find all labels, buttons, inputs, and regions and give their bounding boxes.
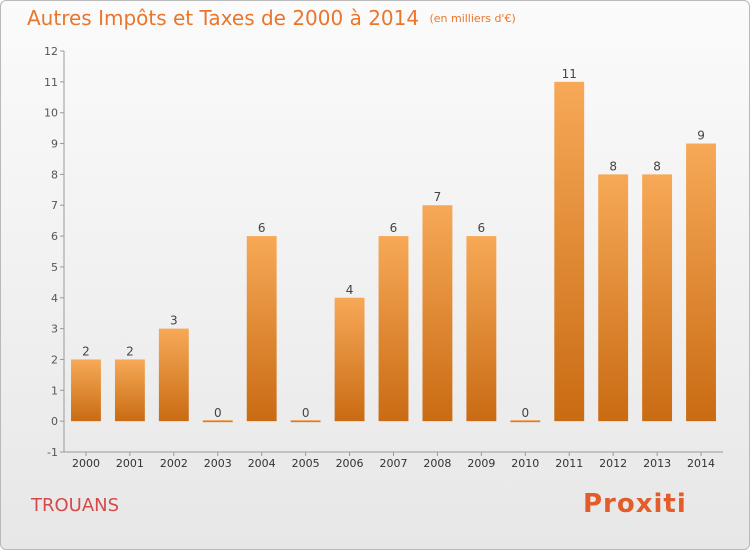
x-tick-label: 2000 [72,457,100,470]
x-tick-label: 2004 [248,457,276,470]
x-tick-label: 2009 [467,457,495,470]
bar-2006 [334,297,365,422]
bar-2005 [290,420,321,423]
data-label-2000: 2 [82,344,90,358]
y-tick-label: 9 [51,138,58,151]
data-label-2012: 8 [609,159,617,173]
y-tick-label: 10 [44,107,58,120]
y-tick-label: -1 [47,446,58,459]
data-label-2011: 11 [562,67,577,81]
location-name: TROUANS [31,495,120,516]
bar-series [71,81,716,423]
bar-2013 [642,174,673,422]
bar-2011 [554,81,585,422]
x-tick-label: 2011 [555,457,583,470]
x-tick-label: 2003 [204,457,232,470]
data-label-2003: 0 [214,406,222,420]
x-tick-label: 2010 [511,457,539,470]
bar-2009 [466,236,497,422]
y-tick-label: 11 [44,76,58,89]
bar-2002 [158,328,189,422]
chart-title-unit: (en milliers d'€) [429,12,516,25]
data-label-2010: 0 [521,406,529,420]
x-tick-label: 2014 [687,457,715,470]
x-tick-label: 2012 [599,457,627,470]
bar-2004 [246,236,277,422]
x-tick-label: 2002 [160,457,188,470]
data-label-2004: 6 [258,221,266,235]
bar-2007 [378,236,409,422]
data-label-2002: 3 [170,314,178,328]
y-tick-label: 1 [51,384,58,397]
bar-2012 [598,174,629,422]
data-label-2007: 6 [390,221,398,235]
x-tick-label: 2008 [423,457,451,470]
data-label-2014: 9 [697,129,705,143]
x-tick-label: 2013 [643,457,671,470]
y-tick-label: 0 [51,415,58,428]
y-tick-label: 5 [51,261,58,274]
data-label-2001: 2 [126,344,134,358]
chart-title: Autres Impôts et Taxes de 2000 à 2014 (e… [27,6,516,30]
data-label-2008: 7 [434,190,442,204]
bar-2001 [114,359,145,422]
y-tick-label: 2 [51,353,58,366]
chart-title-main: Autres Impôts et Taxes de 2000 à 2014 [27,6,420,30]
y-tick-label: 7 [51,199,58,212]
data-labels: 2 2 3 0 6 0 4 6 7 6 0 11 8 8 9 [82,67,705,420]
bar-2008 [422,205,453,422]
data-label-2006: 4 [346,283,354,297]
y-tick-label: 8 [51,168,58,181]
x-tick-label: 2005 [292,457,320,470]
y-tick-label: 12 [44,45,58,58]
x-tick-label: 2007 [380,457,408,470]
data-label-2013: 8 [653,159,661,173]
bar-2014 [686,143,716,422]
bar-2000 [71,359,101,422]
x-axis: 2000 2001 2002 2003 2004 2005 2006 2007 2008 2009… [64,451,723,470]
x-tick-label: 2006 [336,457,364,470]
bar-2003 [202,420,233,423]
data-label-2005: 0 [302,406,310,420]
x-tick-label: 2001 [116,457,144,470]
bar-2010 [510,420,541,423]
y-tick-label: 3 [51,323,58,336]
y-tick-label: 6 [51,230,58,243]
data-label-2009: 6 [478,221,486,235]
proxiti-logo[interactable]: Proxiti [583,489,687,519]
y-tick-label: 4 [51,292,58,305]
